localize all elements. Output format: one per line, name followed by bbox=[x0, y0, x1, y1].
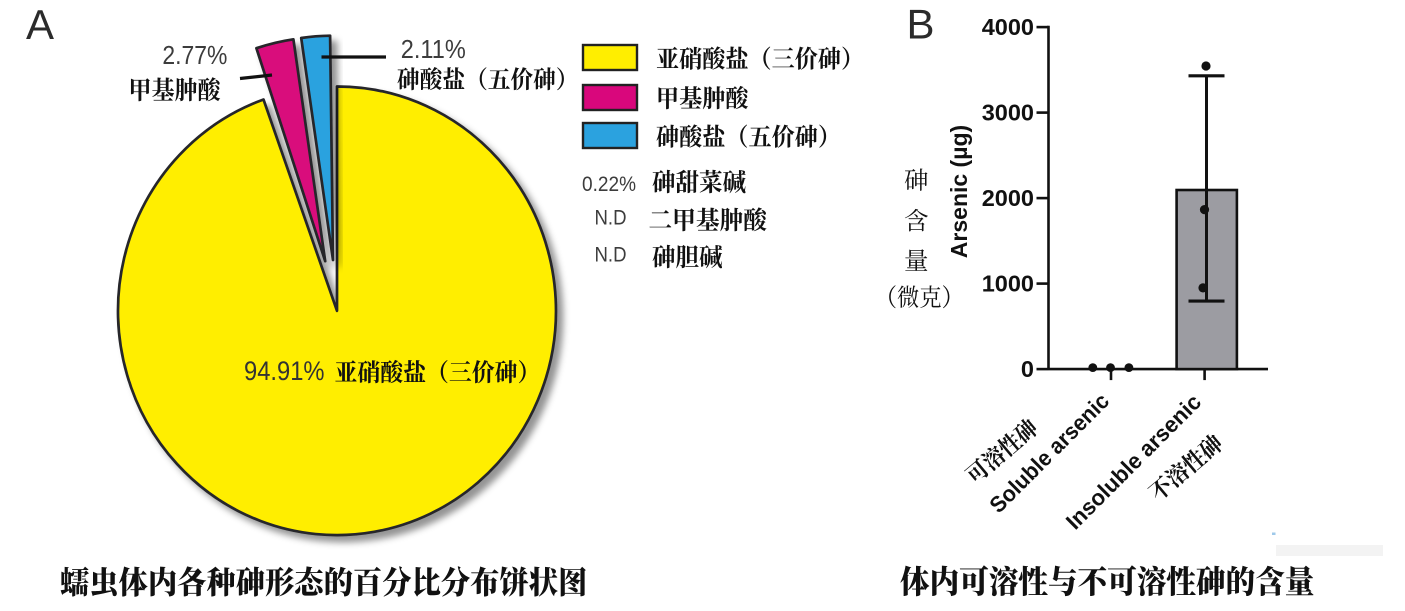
svg-text:2.77%: 2.77% bbox=[162, 40, 227, 70]
svg-text:94.91%: 94.91% bbox=[244, 356, 325, 386]
svg-text:N.D: N.D bbox=[595, 244, 627, 267]
svg-text:2000: 2000 bbox=[982, 185, 1034, 211]
svg-text:4000: 4000 bbox=[982, 14, 1034, 40]
svg-text:1000: 1000 bbox=[982, 271, 1034, 297]
svg-text:2.11%: 2.11% bbox=[401, 34, 466, 64]
svg-text:Arsenic (µg): Arsenic (µg) bbox=[946, 125, 972, 258]
svg-text:B: B bbox=[907, 1, 935, 48]
svg-text:A: A bbox=[26, 1, 54, 48]
svg-text:N.D: N.D bbox=[595, 207, 627, 230]
svg-text:0: 0 bbox=[1021, 356, 1034, 382]
svg-text:3000: 3000 bbox=[982, 100, 1034, 126]
svg-text:0.22%: 0.22% bbox=[582, 173, 636, 196]
